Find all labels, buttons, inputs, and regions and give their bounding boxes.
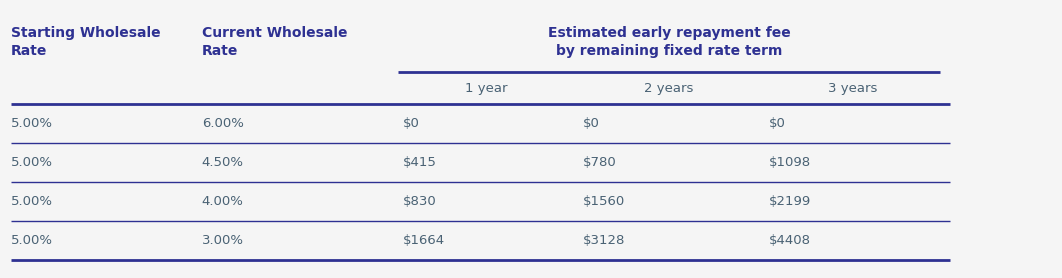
Text: $3128: $3128 [583,234,626,247]
Text: $0: $0 [583,117,600,130]
Text: 4.50%: 4.50% [202,156,244,169]
Text: 5.00%: 5.00% [11,156,53,169]
Text: $830: $830 [402,195,436,208]
Text: $1560: $1560 [583,195,626,208]
Text: $0: $0 [402,117,419,130]
Text: Estimated early repayment fee
by remaining fixed rate term: Estimated early repayment fee by remaini… [548,26,790,58]
Text: 5.00%: 5.00% [11,117,53,130]
Text: Current Wholesale
Rate: Current Wholesale Rate [202,26,347,58]
Text: Starting Wholesale
Rate: Starting Wholesale Rate [11,26,160,58]
Text: $0: $0 [769,117,786,130]
Text: 3.00%: 3.00% [202,234,244,247]
Text: $780: $780 [583,156,617,169]
Text: $1098: $1098 [769,156,811,169]
Text: 5.00%: 5.00% [11,195,53,208]
Text: 3 years: 3 years [827,82,877,95]
Text: $415: $415 [402,156,436,169]
Text: 5.00%: 5.00% [11,234,53,247]
Text: 4.00%: 4.00% [202,195,243,208]
Text: $4408: $4408 [769,234,811,247]
Text: 2 years: 2 years [645,82,693,95]
Text: 1 year: 1 year [464,82,508,95]
Text: $1664: $1664 [402,234,445,247]
Text: 6.00%: 6.00% [202,117,243,130]
Text: $2199: $2199 [769,195,811,208]
